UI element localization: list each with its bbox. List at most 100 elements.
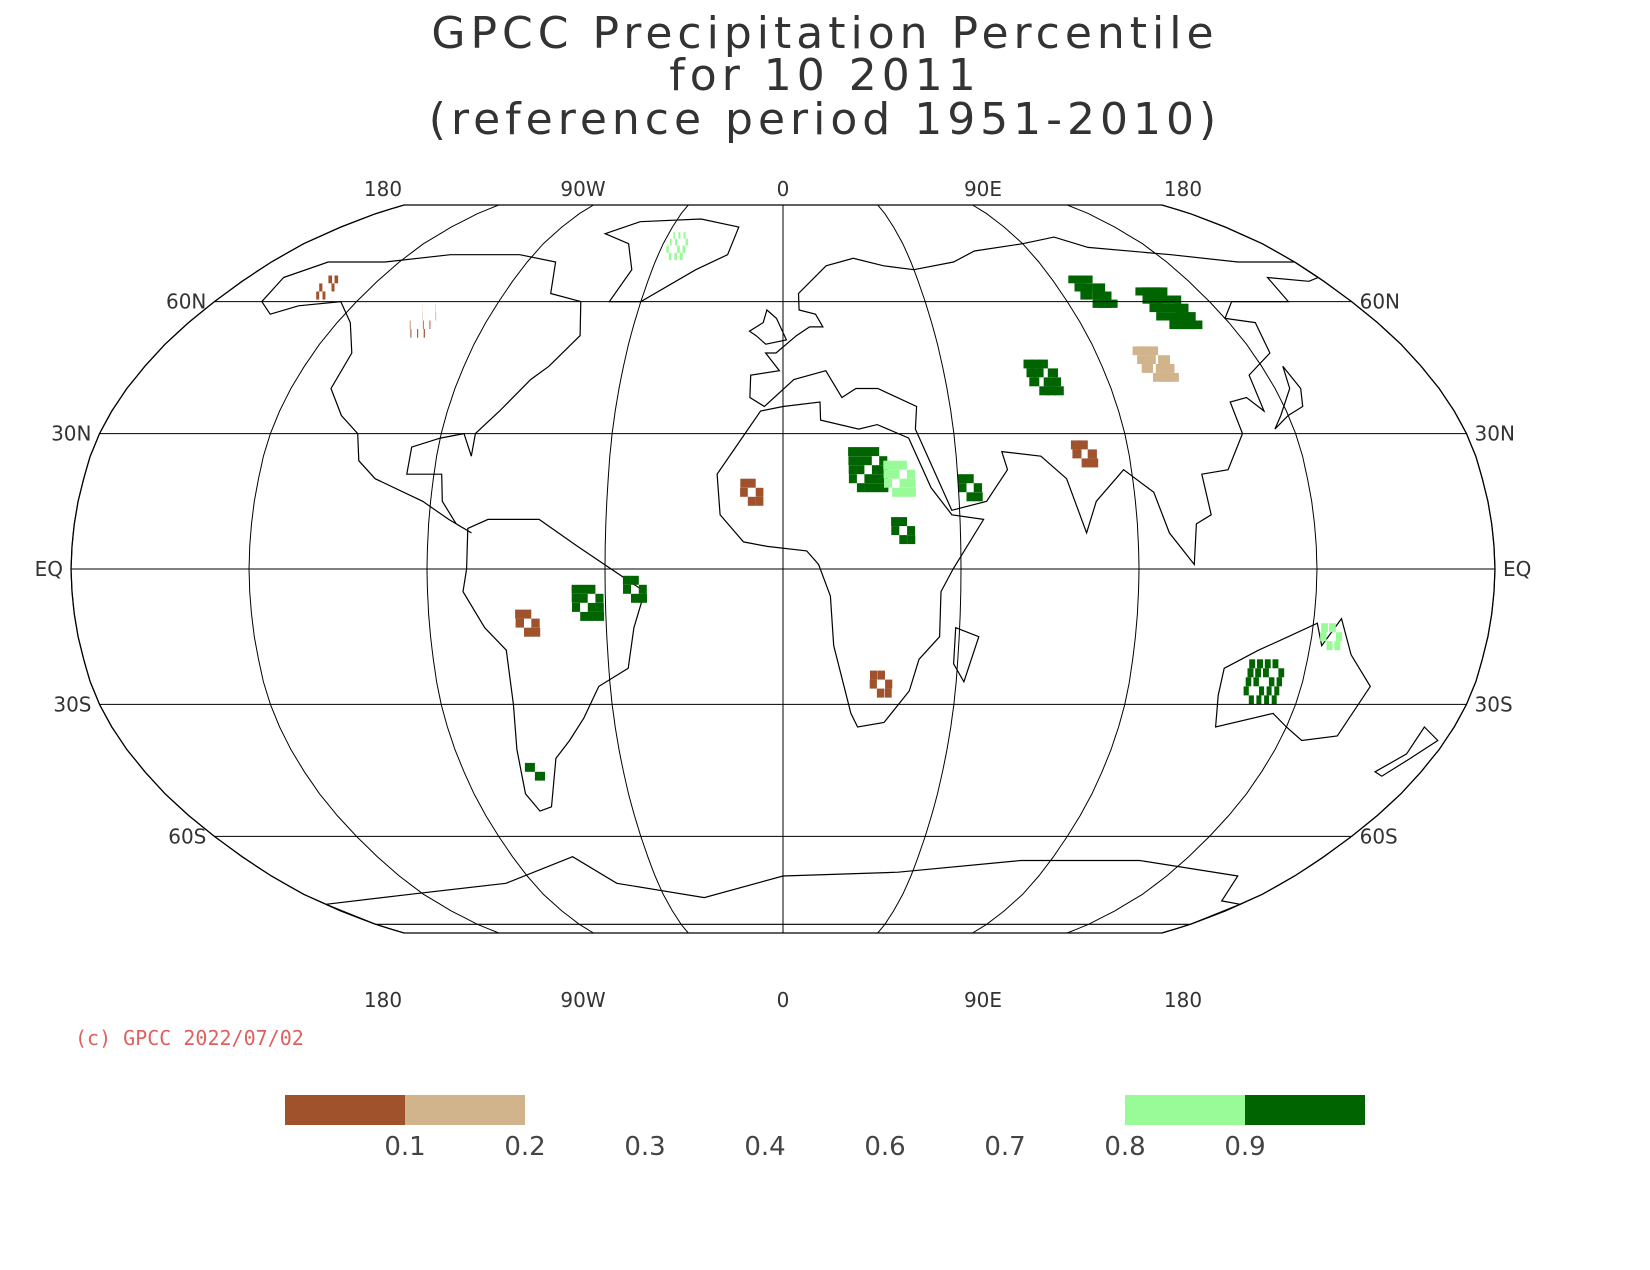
percentile-cell-arabian-peninsula (958, 483, 967, 493)
percentile-cell-alaska (331, 283, 335, 292)
title-line-1: GPCC Precipitation Percentile (431, 8, 1219, 59)
percentile-cell-southern-africa (876, 688, 884, 698)
percentile-cell-western-australia (1257, 659, 1263, 669)
greenland-outline (603, 218, 740, 303)
percentile-cell-central-asia (1039, 386, 1050, 396)
percentile-cell-brazil (595, 611, 605, 621)
percentile-cell-ne-brazil (631, 593, 640, 603)
percentile-cell-western-australia (1245, 677, 1252, 687)
latitude-label-left: 30N (51, 422, 91, 446)
percentile-cell-siberia (1155, 303, 1170, 313)
percentile-cell-egypt-sudan (891, 460, 900, 470)
percentile-cell-brazil (571, 593, 580, 603)
percentile-cell-siberia (1169, 320, 1183, 330)
percentile-cell-ne-brazil (630, 575, 639, 585)
percentile-cell-northern-australia (1334, 641, 1341, 651)
percentile-cell-brazil (595, 602, 604, 612)
percentile-cell-greenland (683, 232, 686, 239)
percentile-cell-west-africa (755, 487, 764, 497)
percentile-cell-greenland (677, 245, 680, 253)
percentile-cell-brazil (572, 602, 581, 612)
percentile-cell-egypt-sudan (898, 460, 907, 470)
percentile-cell-central-siberia (1080, 275, 1093, 284)
latitude-label-right: 30N (1475, 422, 1515, 446)
percentile-cell-siberia (1174, 303, 1189, 313)
percentile-cell-brazil (580, 611, 589, 621)
latitude-label-right: 60S (1360, 824, 1398, 848)
percentile-cell-greenland (682, 245, 686, 253)
madagascar-outline (952, 626, 980, 684)
percentile-cell-western-australia (1272, 659, 1279, 669)
percentile-cell-alaska (328, 275, 333, 284)
percentile-cell-western-australia (1271, 695, 1277, 705)
percentile-cell-libya-chad (872, 483, 881, 493)
title-line-2: for 10 2011 (669, 50, 981, 101)
longitude-labels-bottom: 180 90W 0 90E 180 (364, 988, 1202, 1012)
percentile-cell-western-australia (1268, 677, 1275, 687)
percentile-cell-ne-brazil (623, 584, 631, 594)
percentile-cell-arabian-peninsula (957, 474, 966, 484)
percentile-cell-western-canada (410, 329, 412, 338)
percentile-cell-arabian-peninsula (973, 483, 983, 493)
percentile-cell-southern-africa (870, 670, 878, 680)
percentile-cell-western-canada (409, 320, 411, 330)
percentile-cell-west-africa (748, 478, 756, 488)
percentile-cell-mongolia (1137, 355, 1149, 364)
percentile-cell-mongolia (1141, 364, 1153, 373)
meridian-line (1067, 204, 1318, 934)
percentile-cell-alaska (334, 275, 339, 284)
percentile-cell-libya-chad (848, 465, 857, 475)
percentile-cell-central-asia (1050, 377, 1062, 387)
percentile-cell-libya-chad (864, 474, 873, 484)
percentile-cell-mongolia (1153, 372, 1165, 382)
longitude-label-bottom-1: 90W (560, 988, 605, 1012)
japan-outline (1274, 365, 1304, 430)
percentile-cell-central-siberia (1080, 291, 1093, 300)
legend-swatch (1125, 1095, 1245, 1125)
percentile-cell-mongolia (1144, 355, 1156, 364)
percentile-cell-western-australia (1278, 668, 1285, 678)
percentile-cell-india (1087, 449, 1097, 459)
percentile-cell-bolivia-peru (523, 609, 532, 619)
graticule (70, 204, 1496, 934)
legend-tick-label: 0.4 (744, 1132, 786, 1162)
percentile-cell-siberia (1182, 312, 1196, 321)
percentile-cell-western-australia (1274, 686, 1280, 696)
percentile-cell-egypt-sudan (892, 487, 901, 497)
percentile-cell-central-siberia (1092, 299, 1105, 308)
percentile-cell-east-africa (907, 535, 916, 545)
percentile-cell-libya-chad (855, 447, 864, 457)
percentile-cell-siberia (1176, 320, 1190, 330)
percentile-cell-arabian-peninsula (974, 492, 983, 502)
percentile-cell-egypt-sudan (906, 469, 916, 479)
percentile-cell-brazil (587, 584, 596, 594)
percentile-cell-western-australia (1248, 695, 1254, 705)
legend-swatch (285, 1095, 405, 1125)
percentile-cell-mongolia (1132, 346, 1145, 356)
percentile-cell-arabian-peninsula (965, 474, 974, 484)
legend-swatch (405, 1095, 525, 1125)
percentile-cell-brazil (588, 611, 597, 621)
south-america-outline (462, 518, 646, 812)
percentile-cell-central-asia (1047, 368, 1058, 378)
percentile-cell-northern-australia (1320, 632, 1327, 642)
percentile-cell-greenland (674, 252, 678, 261)
percentile-cell-libya-chad (871, 447, 880, 457)
percentile-cell-west-africa (747, 496, 756, 506)
percentile-cell-alaska (316, 291, 320, 300)
percentile-cell-northern-australia (1335, 632, 1343, 642)
percentile-cell-bolivia-peru (531, 618, 540, 628)
percentile-cell-egypt-sudan (907, 487, 916, 497)
legend-tick-label: 0.8 (1104, 1132, 1146, 1162)
percentile-cell-greenland (678, 232, 681, 239)
legend-tick-label: 0.9 (1224, 1132, 1266, 1162)
latitude-label-left: 60S (168, 824, 206, 848)
meridian-line (426, 204, 594, 934)
percentile-cell-central-siberia (1092, 283, 1106, 292)
percentile-cell-west-africa (755, 496, 764, 506)
percentile-cell-siberia (1153, 287, 1168, 296)
latitude-label-left: 60N (166, 290, 206, 314)
legend-swatch (1245, 1095, 1365, 1125)
percentile-cell-central-asia (1030, 359, 1041, 369)
